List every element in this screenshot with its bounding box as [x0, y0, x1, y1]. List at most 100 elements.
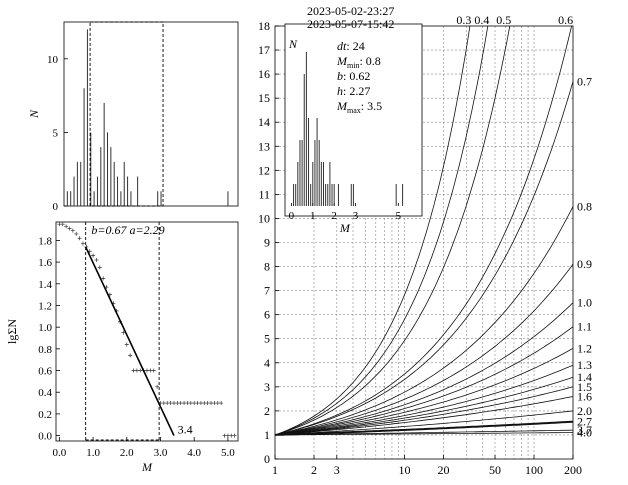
recurrence-curve	[274, 410, 574, 436]
recurrence-ytick-label: 13	[258, 139, 270, 153]
recurrence-xtick-label: 50	[489, 463, 501, 477]
cumulative-point	[185, 401, 190, 406]
recurrence-curve	[274, 302, 574, 436]
cumulative-point	[219, 401, 224, 406]
recurrence-ytick-label: 8	[264, 260, 270, 274]
cumulative-xtick-label: 0.0	[52, 447, 66, 459]
cumulative-point	[128, 353, 133, 358]
inset-param-value: 0.8	[366, 54, 381, 68]
recurrence-ytick-label: 16	[258, 67, 270, 81]
recurrence-curve-label: 0.6	[558, 13, 573, 27]
inset-param-sub: max	[347, 106, 361, 115]
inset-xtick-label: 2	[331, 210, 337, 222]
cumulative-point	[188, 401, 193, 406]
recurrence-xtick-label: 10	[399, 463, 411, 477]
recurrence-curve-label: 1.4	[577, 370, 592, 384]
recurrence-xtick-label: 1	[272, 463, 278, 477]
recurrence-curve	[274, 25, 471, 436]
inset-param: dt: 24	[337, 39, 365, 53]
recurrence-curve	[274, 326, 574, 436]
inset-param: b: 0.62	[337, 69, 370, 83]
recurrence-ytick-label: 0	[264, 452, 270, 466]
cumulative-ytick-label: 1.2	[38, 300, 52, 312]
cumulative-point	[67, 226, 72, 231]
inset-ylabel: N	[288, 37, 298, 51]
inset-param-sub: min	[347, 61, 359, 70]
recurrence-curve-label: 0.7	[577, 74, 592, 88]
inset-param: h: 2.27	[337, 84, 370, 98]
recurrence-curve	[274, 25, 489, 436]
inset-date-end: 2023-05-07-15:42	[307, 17, 394, 31]
histogram-ytick-label: 0	[53, 201, 59, 213]
inset-param-value: 3.5	[367, 99, 382, 113]
inset-param-colon: :	[359, 54, 365, 68]
recurrence-ytick-label: 4	[264, 356, 270, 370]
recurrence-curve-label: 1.5	[577, 380, 592, 394]
cumulative-point	[165, 401, 170, 406]
cumulative-point	[155, 384, 160, 389]
recurrence-xtick-label: 200	[564, 463, 582, 477]
cumulative-point	[205, 401, 210, 406]
cumulative-point	[70, 228, 75, 233]
inset-param: Mmin: 0.8	[336, 54, 381, 70]
cumulative-point	[77, 236, 82, 241]
inset-param-label: M	[336, 99, 348, 113]
cumulative-point	[175, 401, 180, 406]
cumulative-point	[121, 330, 126, 335]
inset-param-value: 0.62	[349, 69, 370, 83]
cumulative-point	[64, 224, 69, 229]
recurrence-curve-label: 0.4	[474, 13, 489, 27]
cumulative-point	[131, 368, 136, 373]
cumulative-point	[209, 401, 214, 406]
recurrence-curve	[274, 206, 574, 436]
cumulative-point	[101, 276, 106, 281]
recurrence-curve-label: 2.0	[577, 404, 592, 418]
histogram-panel: 0 5 10 N	[27, 21, 239, 213]
cumulative-point	[60, 222, 65, 227]
recurrence-curve	[274, 364, 574, 436]
recurrence-ytick-label: 17	[258, 43, 270, 57]
cumulative-point	[225, 433, 230, 438]
cumulative-point	[148, 368, 153, 373]
cumulative-point	[202, 401, 207, 406]
cumulative-point	[134, 368, 139, 373]
inset-xlabel: M	[339, 221, 351, 235]
recurrence-curve-label: 3.7	[577, 423, 592, 437]
cumulative-frame	[55, 221, 239, 442]
cumulative-point	[192, 401, 197, 406]
cumulative-ytick-label: 0.8	[38, 344, 52, 356]
cumulative-xtick-label: 4.0	[187, 447, 201, 459]
cumulative-point	[145, 368, 149, 373]
cumulative-point	[80, 241, 85, 246]
cumulative-panel: 0.0 0.2 0.4 0.6 0.8 1.0 1.2 1.4 1.6 1.8 0.0 1.0 2.0 3…	[5, 221, 239, 474]
recurrence-curve-label: 0.8	[577, 199, 592, 213]
cumulative-ytick-label: 0.2	[38, 409, 52, 421]
recurrence-curve-label: 1.6	[577, 389, 592, 403]
recurrence-ytick-label: 2	[264, 404, 270, 418]
cumulative-point	[195, 401, 200, 406]
cumulative-point	[168, 401, 173, 406]
inset-param-label: h	[337, 84, 343, 98]
cumulative-fit-line	[84, 246, 175, 436]
inset-param-label: dt	[337, 39, 347, 53]
recurrence-curve-label: 1.2	[577, 341, 592, 355]
recurrence-ytick-label: 6	[264, 308, 270, 322]
recurrence-xtick-label: 3	[334, 463, 340, 477]
cumulative-point	[212, 401, 217, 406]
recurrence-xtick-label: 100	[525, 463, 543, 477]
recurrence-curve-label: 4.0	[577, 426, 592, 440]
cumulative-xtick-label: 2.0	[120, 447, 134, 459]
inset-date-start: 2023-05-02-23:27	[307, 4, 394, 18]
cumulative-ytick-label: 0.6	[38, 366, 52, 378]
recurrence-curve-label: 0.3	[456, 13, 471, 27]
cumulative-point	[138, 368, 143, 373]
recurrence-curve	[274, 25, 511, 436]
histogram-ytick-label: 10	[47, 54, 59, 66]
cumulative-ytick-label: 1.8	[38, 235, 52, 247]
cumulative-point	[57, 222, 62, 227]
cumulative-point	[151, 368, 156, 373]
inset-param-label: M	[336, 54, 348, 68]
cumulative-point	[182, 401, 187, 406]
